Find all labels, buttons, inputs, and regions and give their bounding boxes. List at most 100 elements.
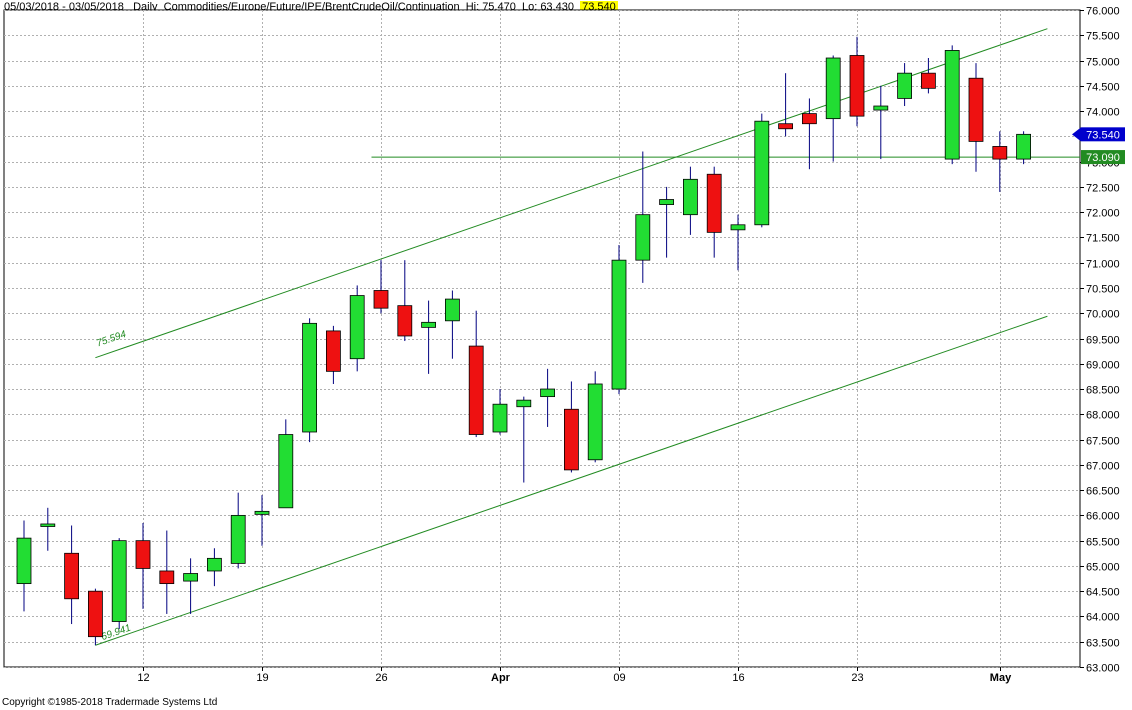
candle [183,558,199,614]
y-tick-label: 65.000 [1086,562,1120,574]
candle-body-down [849,55,865,117]
y-tick-label: 72.500 [1086,183,1120,195]
x-tick-label: 12 [137,672,149,684]
candle [540,368,555,427]
candle-body-down [159,570,175,585]
candle [64,525,79,625]
candle-body-down [325,330,341,372]
y-tick-label: 71.500 [1086,233,1120,245]
candle-body-up [873,105,889,111]
candle-body-down [88,590,103,638]
candle-body-up [254,510,270,515]
y-tick-label: 68.000 [1086,410,1120,422]
candle-body-down [373,290,389,309]
candle-body-up [611,259,627,390]
candle-body-up [659,199,674,205]
y-tick-label: 63.500 [1086,638,1120,650]
candle [302,318,318,443]
candle-body-up [635,214,651,261]
y-tick-label: 69.000 [1086,360,1120,372]
x-tick-label: 19 [256,672,268,684]
y-tick-label: 74.500 [1086,82,1120,94]
y-tick-label: 72.000 [1086,208,1120,220]
candle [492,389,508,435]
y-tick-label: 70.500 [1086,284,1120,296]
y-tick-label: 67.000 [1086,461,1120,473]
y-tick-label: 74.000 [1086,107,1120,119]
candle-body-down [397,305,413,337]
y-tick-label: 67.500 [1086,436,1120,448]
y-tick-label: 63.000 [1086,663,1120,675]
candle [135,522,151,609]
last-price-tag-text: 73.540 [1086,129,1120,141]
last-price-tag-arrow [1072,127,1081,142]
candle-body-down [468,345,484,435]
plot-frame [3,9,1081,668]
candle [325,325,341,384]
candle [659,186,674,258]
candle [992,131,1008,192]
candle-body-down [921,72,936,89]
candle [825,55,841,162]
candle [635,151,651,283]
last-price-tag: 73.540 [1072,127,1125,142]
candle [611,245,627,395]
candle [802,98,817,170]
lower-channel-line [95,315,1048,646]
candle [373,260,389,314]
candle-body-up [516,399,532,408]
candle-body-up [1016,133,1031,160]
candle-body-up [183,573,199,582]
candle-body-down [706,173,722,233]
candle [230,492,246,569]
candle-body-down [992,146,1008,160]
candle [397,260,413,342]
candle-body-up [349,295,365,360]
candle [897,63,912,107]
candle [564,381,579,473]
candle [587,371,603,463]
candle [421,300,437,374]
candle [349,285,365,372]
candle [730,214,746,271]
last-price-tag-box [1081,127,1125,142]
candle [516,396,532,483]
candle [206,548,222,587]
level-tag-text: 73.090 [1086,152,1120,164]
level-tag: 73.090 [1081,150,1125,165]
candle-body-up [944,50,960,160]
candle [111,538,127,630]
candle [40,507,56,551]
candle-body-up [302,322,318,433]
candle-body-up [111,540,127,622]
y-tick-label: 65.500 [1086,537,1120,549]
candle-body-up [825,57,841,120]
candle-body-up [206,557,222,572]
candle-body-up [230,514,246,564]
y-tick-label: 76.000 [1086,6,1120,18]
y-tick-label: 68.500 [1086,385,1120,397]
candle-body-up [444,298,460,322]
y-tick-label: 69.500 [1086,335,1120,347]
candle [849,36,865,127]
candle-body-up [897,72,912,99]
candle-body-up [40,523,56,527]
candle [921,58,936,94]
x-tick-label: 09 [613,672,625,684]
candle [88,588,103,646]
candle [944,45,960,165]
candle [444,290,460,359]
candle-body-down [802,113,817,125]
candle-body-up [540,388,555,398]
candle-body-down [564,408,579,471]
candle [873,85,889,160]
candle-body-up [421,321,437,328]
candle-body-up [730,224,746,231]
candle-body-down [64,552,79,600]
upper-channel-line [95,28,1048,359]
candle-body-down [135,540,151,569]
x-tick-label: 16 [732,672,744,684]
candle [278,419,294,509]
y-tick-label: 66.000 [1086,511,1120,523]
